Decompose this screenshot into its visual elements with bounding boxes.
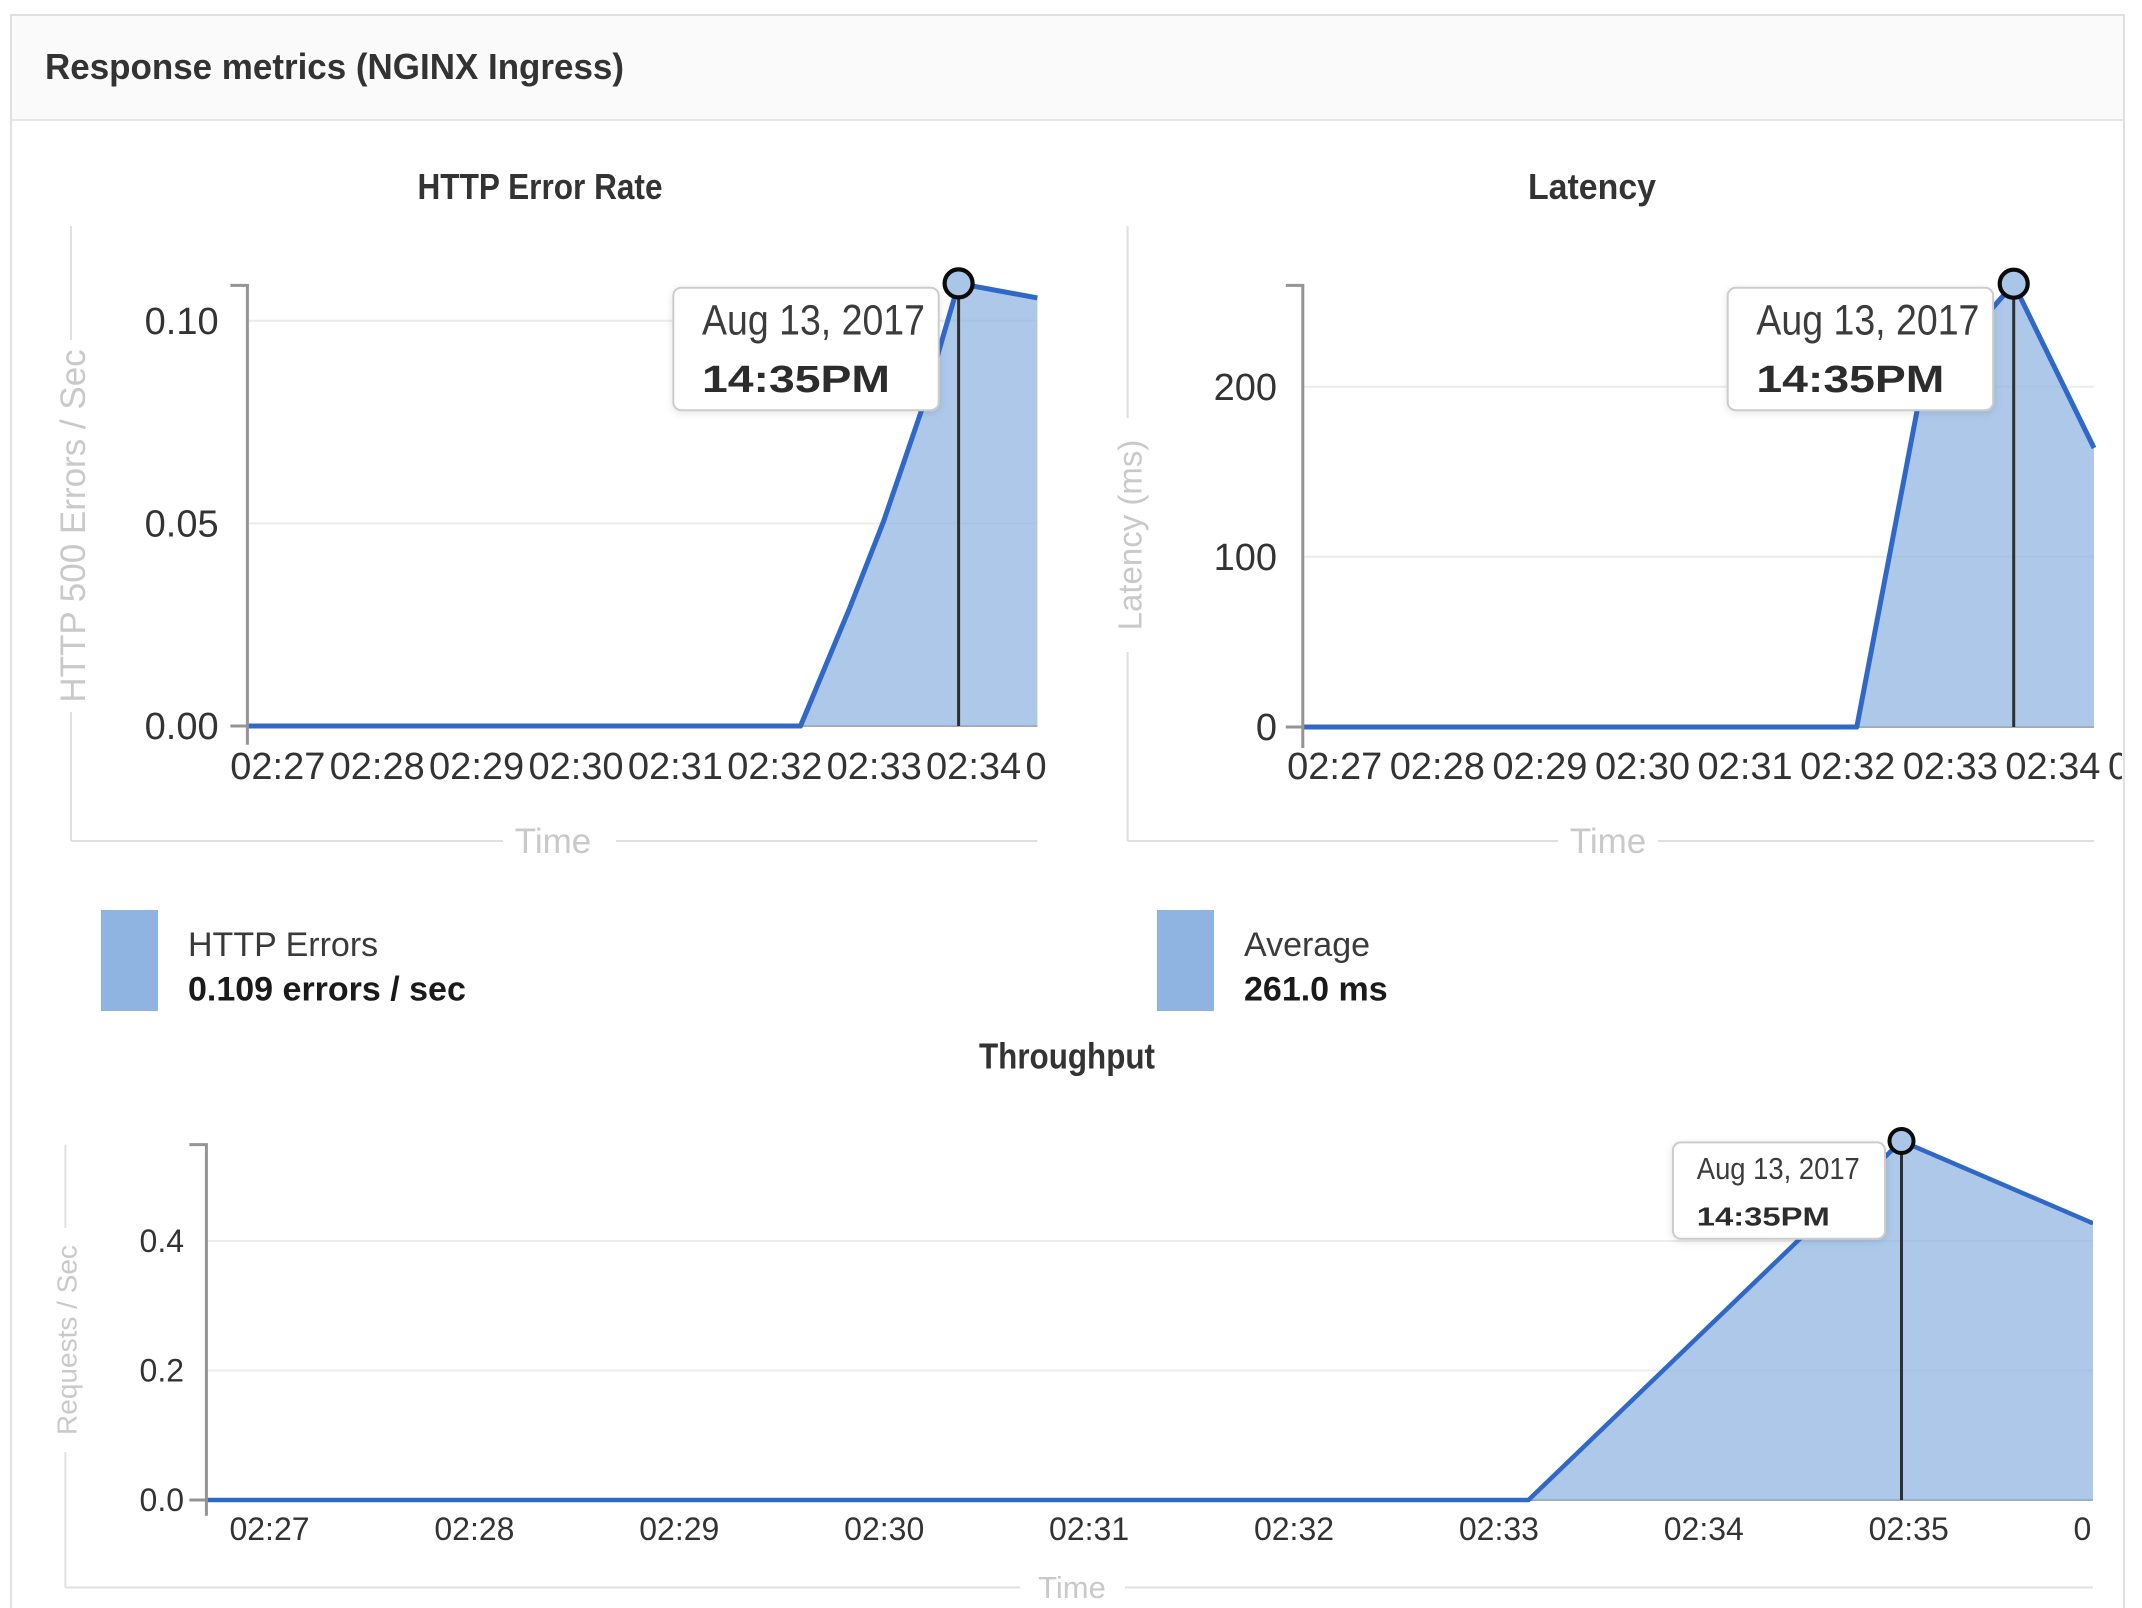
svg-text:Aug 13, 2017: Aug 13, 2017 <box>1756 297 1979 345</box>
svg-text:HTTP Errors: HTTP Errors <box>188 926 378 964</box>
svg-text:02:31: 02:31 <box>1049 1511 1129 1547</box>
svg-text:02:35: 02:35 <box>2108 746 2142 788</box>
svg-text:02:27: 02:27 <box>229 1511 309 1547</box>
svg-text:HTTP Error Rate: HTTP Error Rate <box>418 166 663 207</box>
svg-text:02:28: 02:28 <box>1390 746 1485 788</box>
svg-text:02:32: 02:32 <box>727 746 822 788</box>
svg-text:02:30: 02:30 <box>1595 746 1690 788</box>
svg-text:02:28: 02:28 <box>330 746 425 788</box>
svg-text:02:30: 02:30 <box>528 746 623 788</box>
svg-text:02:33: 02:33 <box>827 746 922 788</box>
svg-text:0.109 errors / sec: 0.109 errors / sec <box>188 971 466 1009</box>
svg-text:100: 100 <box>1214 537 1277 579</box>
svg-text:261.0 ms: 261.0 ms <box>1244 971 1388 1009</box>
svg-text:0.0: 0.0 <box>140 1482 184 1518</box>
svg-text:0: 0 <box>1256 707 1277 749</box>
svg-text:Average: Average <box>1244 926 1370 964</box>
svg-text:Throughput: Throughput <box>979 1036 1155 1077</box>
svg-text:Time: Time <box>515 822 591 861</box>
svg-text:02:29: 02:29 <box>1492 746 1587 788</box>
svg-text:02:31: 02:31 <box>628 746 723 788</box>
svg-text:HTTP 500 Errors / Sec: HTTP 500 Errors / Sec <box>54 349 93 702</box>
svg-text:0.10: 0.10 <box>145 301 219 343</box>
svg-text:02:36: 02:36 <box>2074 1511 2142 1547</box>
svg-text:14:35PM: 14:35PM <box>702 359 890 401</box>
svg-text:02:32: 02:32 <box>1800 746 1895 788</box>
svg-text:0.4: 0.4 <box>140 1223 184 1259</box>
svg-text:Aug 13, 2017: Aug 13, 2017 <box>1697 1151 1860 1186</box>
svg-text:02:34: 02:34 <box>2005 746 2100 788</box>
svg-text:02:32: 02:32 <box>1254 1511 1334 1547</box>
svg-text:Latency: Latency <box>1528 166 1656 207</box>
svg-text:Aug 13, 2017: Aug 13, 2017 <box>702 297 925 345</box>
svg-text:02:30: 02:30 <box>844 1511 924 1547</box>
svg-text:0.00: 0.00 <box>145 706 219 748</box>
svg-text:02:27: 02:27 <box>1287 746 1382 788</box>
svg-text:Time: Time <box>1570 822 1646 861</box>
svg-text:02:35: 02:35 <box>1869 1511 1949 1547</box>
svg-text:Requests / Sec: Requests / Sec <box>51 1245 82 1435</box>
svg-text:0.05: 0.05 <box>145 503 219 545</box>
svg-text:02:35: 02:35 <box>1025 746 1120 788</box>
svg-text:Latency (ms): Latency (ms) <box>1112 440 1149 631</box>
svg-text:02:34: 02:34 <box>1664 1511 1744 1547</box>
svg-text:02:34: 02:34 <box>926 746 1021 788</box>
svg-text:14:35PM: 14:35PM <box>1697 1201 1830 1231</box>
svg-text:14:35PM: 14:35PM <box>1756 359 1944 401</box>
svg-text:02:33: 02:33 <box>1459 1511 1539 1547</box>
svg-text:02:27: 02:27 <box>230 746 325 788</box>
svg-text:02:33: 02:33 <box>1903 746 1998 788</box>
svg-text:0.2: 0.2 <box>140 1353 184 1389</box>
svg-text:200: 200 <box>1214 367 1277 409</box>
svg-text:02:31: 02:31 <box>1698 746 1793 788</box>
svg-text:02:28: 02:28 <box>434 1511 514 1547</box>
svg-text:02:29: 02:29 <box>639 1511 719 1547</box>
svg-text:Response metrics (NGINX Ingres: Response metrics (NGINX Ingress) <box>45 46 624 87</box>
svg-text:Time: Time <box>1038 1570 1106 1605</box>
svg-text:02:29: 02:29 <box>429 746 524 788</box>
